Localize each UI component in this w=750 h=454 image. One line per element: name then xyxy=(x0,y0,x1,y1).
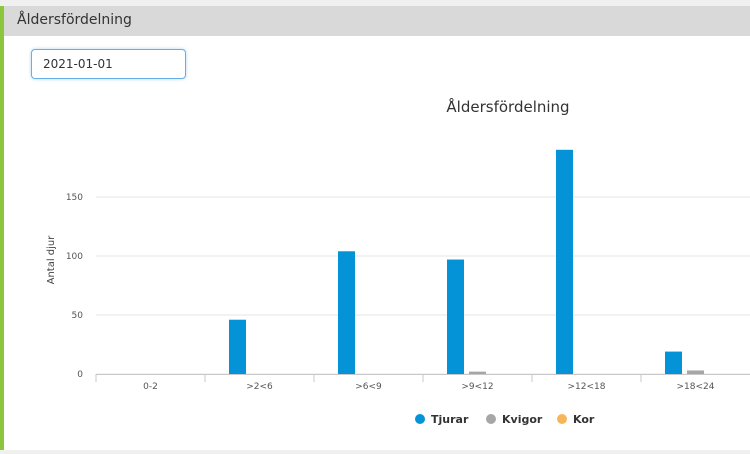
x-tick-label: >9<12 xyxy=(461,382,493,392)
y-tick-label: 0 xyxy=(77,370,83,380)
y-tick-label: 150 xyxy=(66,193,83,203)
chart-legend: Tjurar Kvigor Kor xyxy=(4,413,750,429)
bars xyxy=(229,149,704,374)
bar-tjurar xyxy=(338,251,355,374)
age-distribution-panel: Åldersfördelning Åldersfördelning Antal … xyxy=(0,6,750,450)
date-input[interactable] xyxy=(31,49,186,79)
legend-marker xyxy=(486,414,496,424)
panel-title: Åldersfördelning xyxy=(17,12,132,28)
bar-kvigor xyxy=(469,371,486,374)
x-tick-label: >18<24 xyxy=(677,382,715,392)
y-tick-label: 100 xyxy=(66,252,83,262)
x-tick-label: >12<18 xyxy=(568,382,606,392)
chart-title: Åldersfördelning xyxy=(446,97,569,116)
gridlines: 0 50 100 150 xyxy=(66,193,750,380)
y-axis-label: Antal djur xyxy=(46,235,57,285)
legend-item-kvigor[interactable]: Kvigor xyxy=(486,413,542,426)
bar-tjurar xyxy=(229,319,246,374)
age-distribution-chart: Åldersfördelning Antal djur 0 50 100 150 0-… xyxy=(46,97,750,392)
x-tick-label: >2<6 xyxy=(246,382,273,392)
legend-marker xyxy=(415,414,425,424)
legend-label: Kvigor xyxy=(502,413,543,426)
legend-label: Tjurar xyxy=(431,413,469,426)
legend-item-tjurar[interactable]: Tjurar xyxy=(415,413,468,426)
panel-header: Åldersfördelning xyxy=(4,6,750,36)
x-tick-label: >6<9 xyxy=(355,382,382,392)
legend-marker xyxy=(557,414,567,424)
bar-tjurar xyxy=(556,149,573,374)
bar-kvigor xyxy=(687,370,704,374)
x-axis: 0-2 >2<6 >6<9 >9<12 >12<18 >18<24 xyxy=(95,374,750,392)
y-tick-label: 50 xyxy=(72,311,84,321)
legend-label: Kor xyxy=(573,413,595,426)
bar-tjurar xyxy=(665,351,682,374)
bar-tjurar xyxy=(447,259,464,374)
legend-item-kor[interactable]: Kor xyxy=(557,413,594,426)
x-tick-label: 0-2 xyxy=(143,382,158,392)
